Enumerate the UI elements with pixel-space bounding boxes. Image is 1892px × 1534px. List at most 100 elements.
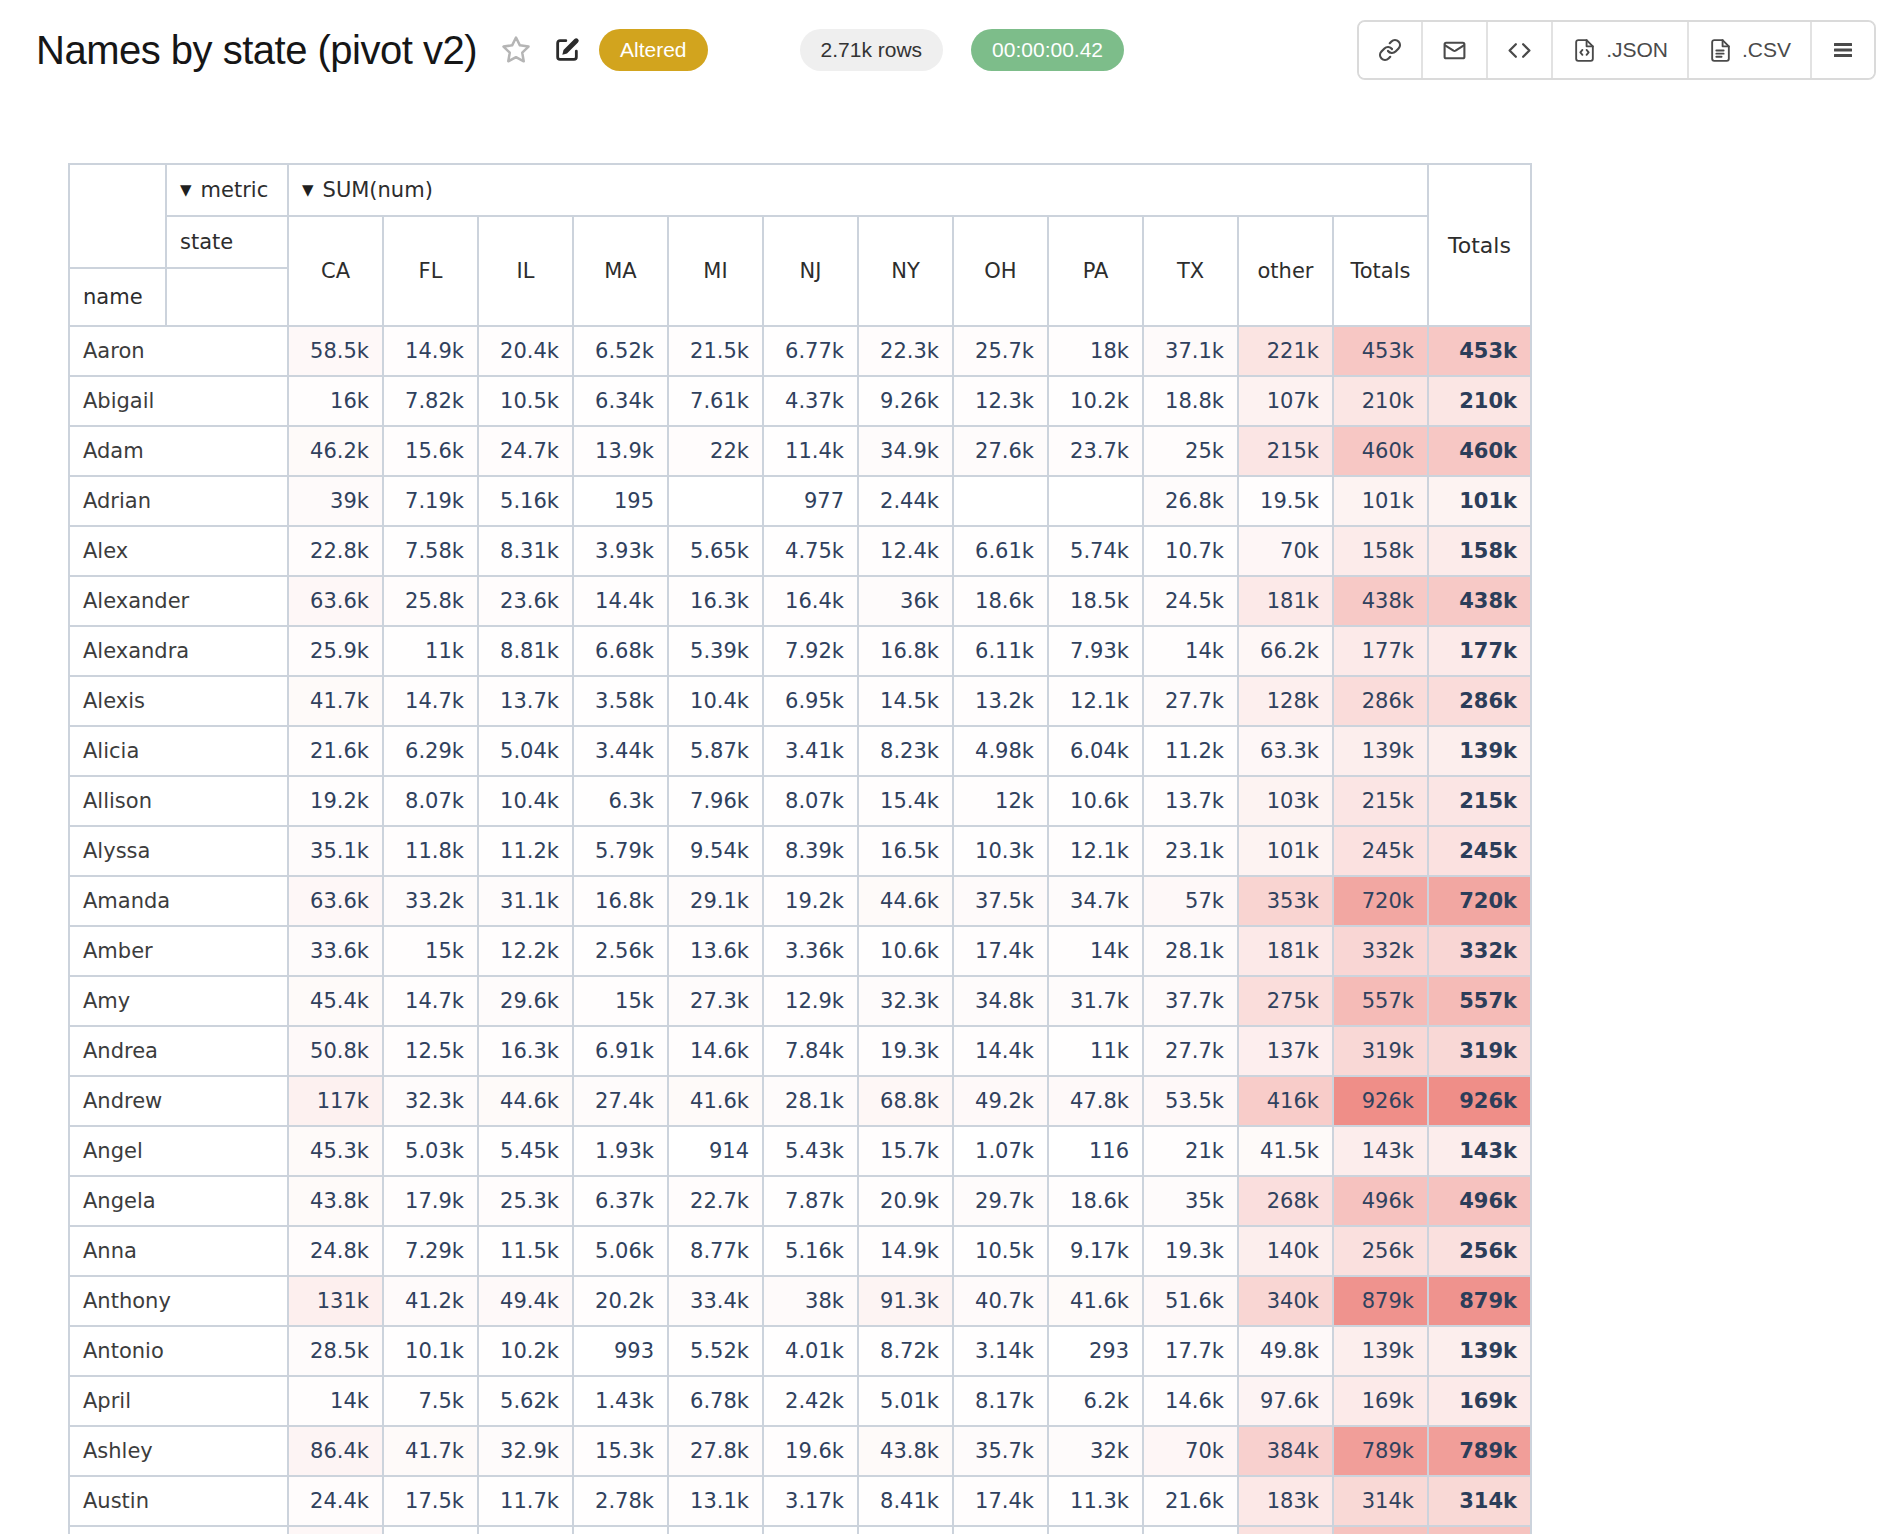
value-cell: 19.5k xyxy=(1238,476,1333,526)
value-cell: 32k xyxy=(1048,1426,1143,1476)
altered-badge[interactable]: Altered xyxy=(599,29,708,71)
value-cell: 12.9k xyxy=(763,976,858,1026)
value-cell: 45.3k xyxy=(288,1126,383,1176)
value-cell: 97.6k xyxy=(1238,1376,1333,1426)
email-button[interactable] xyxy=(1421,22,1486,78)
value-cell: 8.17k xyxy=(953,1376,1048,1426)
value-cell: 10.5k xyxy=(953,1226,1048,1276)
value-cell: 245k xyxy=(1333,826,1428,876)
value-cell: 5.62k xyxy=(478,1376,573,1426)
value-cell: 21.5k xyxy=(668,326,763,376)
value-cell: 789k xyxy=(1333,1426,1428,1476)
favorite-star-icon[interactable] xyxy=(501,35,531,65)
value-cell: 22.3k xyxy=(858,326,953,376)
value-cell: 91.3k xyxy=(858,1276,953,1326)
code-icon xyxy=(1507,38,1532,63)
row-name-cell: Allison xyxy=(69,776,288,826)
value-cell: 13.9k xyxy=(573,426,668,476)
value-cell: 8.81k xyxy=(478,626,573,676)
value-cell: 6.78k xyxy=(668,1376,763,1426)
value-cell: 41.6k xyxy=(668,1076,763,1126)
value-cell: 35.1k xyxy=(288,826,383,876)
value-cell: 158k xyxy=(1333,526,1428,576)
value-cell: 7.96k xyxy=(668,776,763,826)
table-row: April14k7.5k5.62k1.43k6.78k2.42k5.01k8.1… xyxy=(69,1376,1531,1426)
value-cell: 15k xyxy=(573,976,668,1026)
value-cell: 116 xyxy=(1048,1126,1143,1176)
value-cell: 5.74k xyxy=(1048,526,1143,576)
table-row: Alex22.8k7.58k8.31k3.93k5.65k4.75k12.4k6… xyxy=(69,526,1531,576)
export-json-button[interactable]: .JSON xyxy=(1551,22,1687,78)
value-cell: 37.7k xyxy=(1143,976,1238,1026)
row-total-cell: 177k xyxy=(1428,626,1531,676)
value-cell: 19.2k xyxy=(288,776,383,826)
row-name-cell: Antonio xyxy=(69,1326,288,1376)
value-cell: 41.5k xyxy=(1238,1126,1333,1176)
value-cell: 18.6k xyxy=(1048,1176,1143,1226)
value-cell: 5.45k xyxy=(478,1126,573,1176)
chart-action-button-group: .JSON .CSV xyxy=(1357,20,1876,80)
value-cell: 49.8k xyxy=(1238,1326,1333,1376)
export-csv-button[interactable]: .CSV xyxy=(1687,22,1810,78)
row-name-cell: April xyxy=(69,1376,288,1426)
value-cell: 19.3k xyxy=(858,1026,953,1076)
value-cell: 7.92k xyxy=(763,626,858,676)
embed-code-button[interactable] xyxy=(1486,22,1551,78)
row-total-cell: 332k xyxy=(1428,926,1531,976)
value-cell: 12.1k xyxy=(1048,676,1143,726)
value-cell: 286k xyxy=(1333,676,1428,726)
row-total-cell: 496k xyxy=(1428,1176,1531,1226)
column-header-fl: FL xyxy=(383,216,478,326)
value-cell: 181k xyxy=(1238,926,1333,976)
metric-header[interactable]: ▼metric xyxy=(166,164,288,216)
value-cell: 4.75k xyxy=(763,526,858,576)
row-total-cell: 879k xyxy=(1428,1276,1531,1326)
edit-pencil-icon[interactable] xyxy=(553,36,581,64)
column-header-tx: TX xyxy=(1143,216,1238,326)
value-cell: 58.5k xyxy=(288,326,383,376)
value-cell: 19.3k xyxy=(1143,1226,1238,1276)
dropdown-arrow-icon[interactable]: ▼ xyxy=(302,181,314,199)
value-cell: 49.2k xyxy=(953,1076,1048,1126)
value-cell: 11.3k xyxy=(1048,1476,1143,1526)
value-cell: 70k xyxy=(1143,1426,1238,1476)
hamburger-menu-icon xyxy=(1831,38,1855,62)
value-cell: 6.61k xyxy=(953,526,1048,576)
value-cell: 41.6k xyxy=(1048,1276,1143,1326)
value-cell: 4.98k xyxy=(953,726,1048,776)
dropdown-arrow-icon[interactable]: ▼ xyxy=(180,181,192,199)
row-name-cell: Adam xyxy=(69,426,288,476)
copy-link-button[interactable] xyxy=(1359,22,1421,78)
value-cell: 3.41k xyxy=(763,726,858,776)
row-total-cell: 720k xyxy=(1428,876,1531,926)
metric-value-header[interactable]: ▼SUM(num) xyxy=(288,164,1428,216)
value-cell: 139k xyxy=(1333,726,1428,776)
value-cell: 34.8k xyxy=(953,976,1048,1026)
value-cell: 27.7k xyxy=(1143,676,1238,726)
row-total-cell: 101k xyxy=(1428,476,1531,526)
value-cell: 20.9k xyxy=(858,1176,953,1226)
value-cell: 7.19k xyxy=(383,476,478,526)
value-cell: 14k xyxy=(1048,926,1143,976)
row-name-cell: Angel xyxy=(69,1126,288,1176)
value-cell: 13.1k xyxy=(668,1476,763,1526)
value-cell: 8.07k xyxy=(763,776,858,826)
value-cell: 15.6k xyxy=(383,426,478,476)
value-cell: 14.6k xyxy=(1143,1376,1238,1426)
more-menu-button[interactable] xyxy=(1810,22,1874,78)
value-cell: 17.4k xyxy=(953,1476,1048,1526)
value-cell: 6.11k xyxy=(953,626,1048,676)
value-cell: 7.5k xyxy=(383,1376,478,1426)
value-cell: 215k xyxy=(1333,776,1428,826)
value-cell: 128k xyxy=(1238,676,1333,726)
value-cell: 140k xyxy=(1238,1226,1333,1276)
value-cell: 51.6k xyxy=(1143,1276,1238,1326)
row-total-cell: 158k xyxy=(1428,526,1531,576)
empty-header-cell xyxy=(166,268,288,326)
value-cell: 14.5k xyxy=(858,676,953,726)
table-row: Abigail16k7.82k10.5k6.34k7.61k4.37k9.26k… xyxy=(69,376,1531,426)
row-name-cell: Aaron xyxy=(69,326,288,376)
value-cell: 26.8k xyxy=(1143,476,1238,526)
row-total-cell: 438k xyxy=(1428,576,1531,626)
value-cell: 16.5k xyxy=(858,826,953,876)
